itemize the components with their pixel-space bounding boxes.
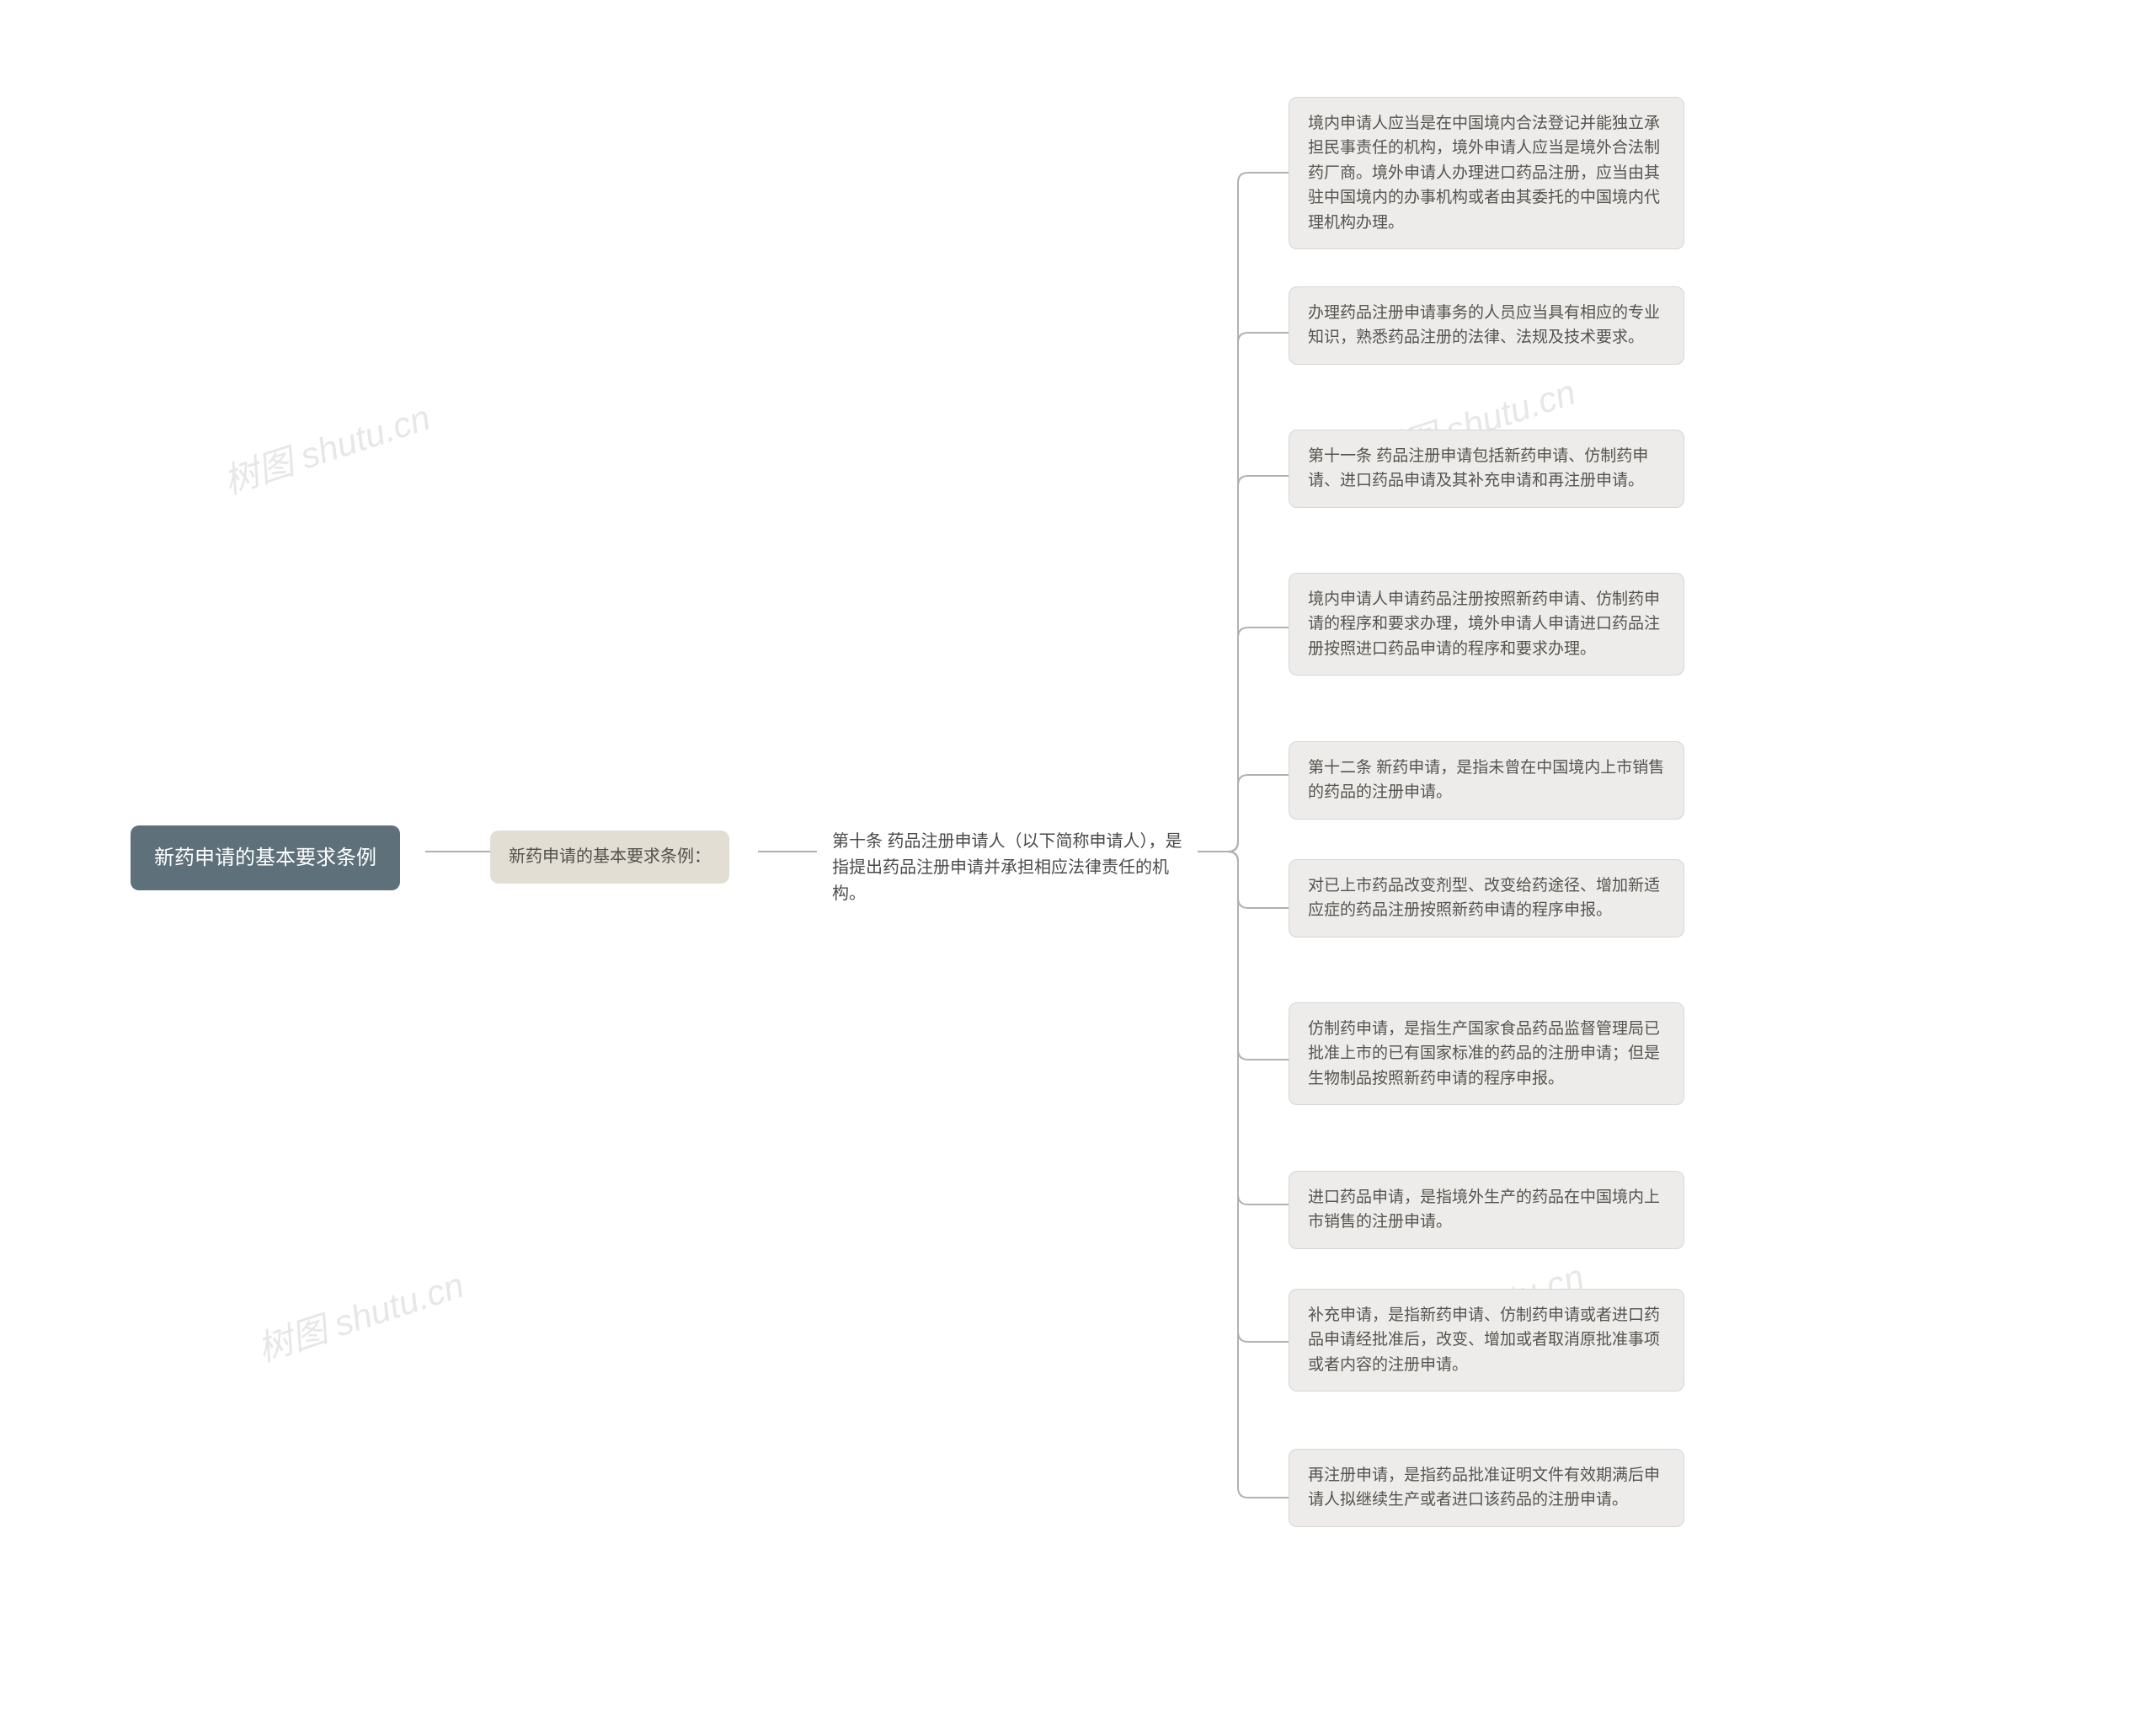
watermark: 树图 shutu.cn [250, 1257, 470, 1372]
mindmap-leaf: 境内申请人申请药品注册按照新药申请、仿制药申请的程序和要求办理，境外申请人申请进… [1289, 573, 1684, 676]
mindmap-leaf: 进口药品申请，是指境外生产的药品在中国境内上市销售的注册申请。 [1289, 1171, 1684, 1249]
mindmap-root: 新药申请的基本要求条例 [131, 825, 400, 890]
mindmap-leaf: 第十二条 新药申请，是指未曾在中国境内上市销售的药品的注册申请。 [1289, 741, 1684, 820]
mindmap-node-level1: 新药申请的基本要求条例： [490, 831, 729, 884]
mindmap-leaf: 再注册申请，是指药品批准证明文件有效期满后申请人拟继续生产或者进口该药品的注册申… [1289, 1449, 1684, 1527]
mindmap-leaf: 办理药品注册申请事务的人员应当具有相应的专业知识，熟悉药品注册的法律、法规及技术… [1289, 286, 1684, 365]
mindmap-leaf: 仿制药申请，是指生产国家食品药品监督管理局已批准上市的已有国家标准的药品的注册申… [1289, 1002, 1684, 1105]
mindmap-leaf: 对已上市药品改变剂型、改变给药途径、增加新适应症的药品注册按照新药申请的程序申报… [1289, 859, 1684, 937]
mindmap-leaf: 补充申请，是指新药申请、仿制药申请或者进口药品申请经批准后，改变、增加或者取消原… [1289, 1289, 1684, 1391]
watermark: 树图 shutu.cn [216, 389, 436, 505]
mindmap-leaf: 第十一条 药品注册申请包括新药申请、仿制药申请、进口药品申请及其补充申请和再注册… [1289, 430, 1684, 508]
mindmap-leaf: 境内申请人应当是在中国境内合法登记并能独立承担民事责任的机构，境外申请人应当是境… [1289, 97, 1684, 249]
mindmap-node-level2: 第十条 药品注册申请人（以下简称申请人），是指提出药品注册申请并承担相应法律责任… [817, 817, 1198, 919]
